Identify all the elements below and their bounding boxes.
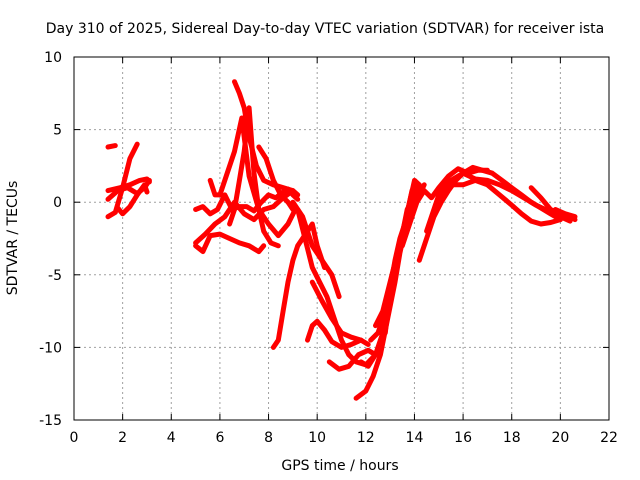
series-track-24	[399, 166, 490, 249]
series-track-15	[290, 199, 342, 300]
series-track-12	[256, 144, 296, 212]
series-track-16	[305, 318, 364, 350]
x-axis-label: GPS time / hours	[281, 458, 398, 474]
y-axis-label: SDTVAR / TECUs	[5, 181, 21, 296]
series-track-13	[270, 221, 327, 350]
plot-frame	[73, 56, 610, 421]
x-tick-label: 6	[215, 430, 224, 446]
x-tick-label: 2	[118, 430, 127, 446]
gridlines	[74, 57, 609, 420]
x-tick-label: 12	[357, 430, 375, 446]
x-tick-label: 0	[70, 430, 79, 446]
series-track-17	[309, 279, 371, 347]
data-series	[105, 79, 578, 401]
chart-title: Day 310 of 2025, Sidereal Day-to-day VTE…	[46, 21, 604, 37]
x-tick-label: 10	[308, 430, 326, 446]
axis-ticks: 0 2 4 6 8 10 12 14 16 18 20 22 -15 -10 -5 0 5 10	[39, 50, 618, 446]
x-tick-label: 16	[454, 430, 472, 446]
x-tick-label: 8	[264, 430, 273, 446]
series-track-26	[424, 170, 573, 234]
series-track-11	[232, 79, 301, 198]
y-tick-label: 0	[53, 195, 62, 211]
series-track-18	[326, 347, 378, 372]
x-tick-label: 20	[551, 430, 569, 446]
y-tick-label: 10	[44, 50, 62, 66]
x-tick-label: 14	[406, 430, 424, 446]
x-tick-label: 18	[503, 430, 521, 446]
series-track-5	[115, 182, 150, 217]
series-track-1	[105, 143, 118, 150]
y-tick-label: -15	[39, 413, 62, 429]
x-tick-label: 22	[600, 430, 618, 446]
y-tick-label: -10	[39, 340, 62, 356]
series-track-8	[193, 231, 267, 255]
y-tick-label: 5	[53, 123, 62, 139]
x-tick-label: 4	[167, 430, 176, 446]
series-track-23	[382, 177, 422, 336]
series-track-27	[436, 177, 563, 227]
series-track-7	[193, 188, 296, 246]
series-track-29	[553, 207, 578, 220]
y-tick-label: -5	[48, 268, 62, 284]
